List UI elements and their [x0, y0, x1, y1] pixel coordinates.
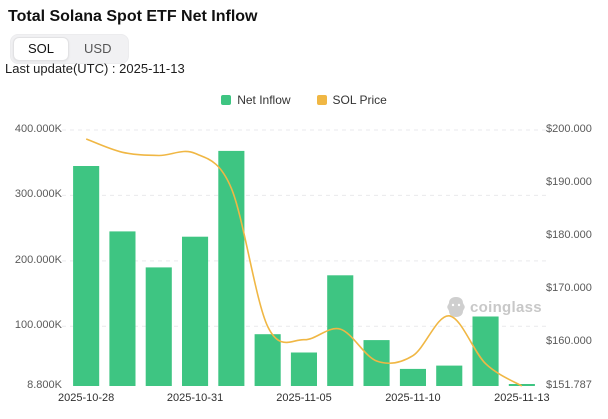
chart-legend: Net Inflow SOL Price	[0, 93, 608, 107]
legend-item-sol-price[interactable]: SOL Price	[316, 93, 387, 107]
net-inflow-swatch-icon	[221, 95, 232, 105]
legend-label-net-inflow: Net Inflow	[237, 93, 291, 107]
last-update-text: Last update(UTC) : 2025-11-13	[5, 61, 185, 76]
currency-toggle: SOL USD	[10, 34, 130, 65]
net-inflow-bar	[254, 334, 281, 386]
net-inflow-bar	[290, 352, 317, 386]
net-inflow-bar	[145, 267, 172, 386]
legend-label-sol-price: SOL Price	[332, 93, 387, 107]
page-title: Total Solana Spot ETF Net Inflow	[8, 8, 258, 25]
net-inflow-bar	[436, 365, 463, 386]
sol-price-line	[85, 138, 523, 387]
net-inflow-bar	[399, 368, 426, 386]
sol-price-swatch-icon	[316, 95, 327, 105]
net-inflow-bar	[182, 236, 209, 386]
net-inflow-bar	[218, 150, 245, 386]
currency-option-sol[interactable]: SOL	[13, 37, 70, 62]
net-inflow-bar	[109, 231, 136, 386]
currency-option-usd[interactable]: USD	[69, 37, 126, 61]
coinglass-wordmark: coinglass	[470, 298, 542, 316]
net-inflow-bar	[327, 275, 354, 386]
net-inflow-bar	[508, 384, 535, 386]
coinglass-logo-icon	[447, 297, 465, 317]
net-inflow-bar	[73, 166, 100, 386]
legend-item-net-inflow[interactable]: Net Inflow	[221, 93, 291, 107]
coinglass-watermark: coinglass	[446, 296, 542, 318]
